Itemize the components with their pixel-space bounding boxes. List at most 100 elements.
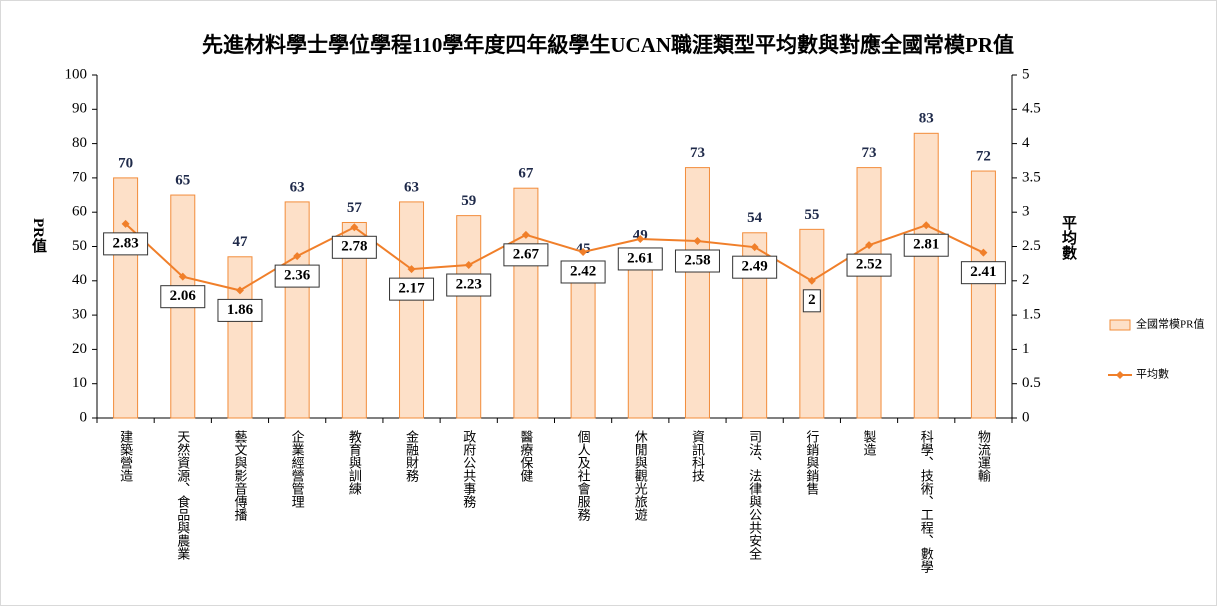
bar-value-label: 59 — [461, 193, 476, 209]
y2-tick-label: 4.5 — [1022, 101, 1041, 117]
line-marker — [750, 243, 759, 252]
line-marker — [407, 265, 416, 274]
y-tick-label: 40 — [72, 272, 87, 288]
y-tick-label: 0 — [80, 409, 88, 425]
value-label-box — [846, 253, 892, 277]
x-tick-label: 政府公共事務 — [461, 430, 476, 509]
line-value-label: 2.52 — [856, 257, 882, 273]
bar-value-label: 83 — [919, 111, 934, 127]
x-tick-label: 天然資源、食品與農業 — [175, 430, 190, 560]
line-value-label: 2.42 — [570, 263, 596, 279]
legend-marker — [1116, 371, 1124, 379]
y-tick-label: 80 — [72, 135, 87, 151]
y2-tick-label: 4 — [1022, 135, 1030, 151]
bar — [513, 187, 539, 419]
bar — [799, 228, 825, 419]
x-tick-label: 醫療保健 — [518, 430, 533, 483]
y2-tick-label: 0 — [1022, 409, 1030, 425]
line-marker — [521, 230, 530, 239]
legend-swatch — [1109, 319, 1131, 331]
bar — [970, 170, 996, 419]
bar-value-label: 65 — [175, 172, 190, 188]
y-tick-label: 30 — [72, 307, 87, 323]
bar — [227, 256, 253, 419]
line-value-label: 2.81 — [913, 237, 939, 253]
bar — [570, 263, 596, 419]
line-value-label: 2.06 — [170, 288, 197, 304]
x-tick-label: 製造 — [862, 430, 877, 457]
legend-label: 平均數 — [1136, 368, 1169, 381]
value-label-box — [160, 285, 206, 309]
line-value-label: 2.78 — [341, 239, 367, 255]
line-marker — [865, 241, 874, 250]
bar-value-label: 55 — [804, 207, 819, 223]
y2-tick-label: 2 — [1022, 272, 1030, 288]
bar — [284, 201, 310, 419]
x-tick-label: 教育與訓練 — [347, 429, 362, 495]
line-marker — [579, 247, 588, 256]
value-label-box — [960, 261, 1006, 285]
y-tick-label: 90 — [72, 101, 87, 117]
legend-label: 全國常模PR值 — [1136, 317, 1204, 331]
line-value-label: 2.83 — [112, 235, 138, 251]
y2-tick-label: 2.5 — [1022, 238, 1041, 254]
value-label-box — [903, 233, 949, 257]
y-tick-label: 10 — [72, 375, 87, 391]
value-label-box — [274, 264, 320, 288]
bar — [456, 215, 482, 419]
line-marker — [235, 286, 244, 295]
value-label-box — [503, 243, 549, 267]
line-value-label: 2.67 — [513, 246, 540, 262]
line-value-label: 2 — [808, 292, 816, 308]
line-value-label: 2.23 — [456, 276, 482, 292]
x-tick-label: 休閒與觀光旅遊 — [633, 430, 648, 522]
line-value-label: 2.58 — [684, 252, 710, 268]
y2-tick-label: 1.5 — [1022, 307, 1041, 323]
y2-axis-label: 平均數 — [1060, 215, 1077, 261]
y-tick-label: 60 — [72, 204, 87, 220]
value-label-box — [674, 249, 720, 273]
line-marker — [636, 234, 645, 243]
bar — [684, 167, 710, 419]
bar-value-label: 47 — [232, 234, 248, 250]
line-marker — [464, 261, 473, 270]
bar-value-label: 73 — [690, 145, 705, 161]
line-value-label: 2.36 — [284, 268, 311, 284]
line-marker — [693, 237, 702, 246]
y-axis-label: PR值 — [30, 218, 47, 253]
y2-tick-label: 0.5 — [1022, 375, 1041, 391]
line-value-label: 2.41 — [970, 264, 996, 280]
x-tick-label: 藝文與影音傳播 — [232, 430, 247, 521]
line-marker — [121, 219, 130, 228]
bar — [399, 201, 425, 419]
line-value-label: 2.49 — [742, 259, 768, 275]
value-label-box — [732, 255, 778, 279]
bar-value-label: 73 — [862, 145, 877, 161]
bar — [913, 132, 939, 419]
x-tick-label: 建築營造 — [118, 430, 133, 483]
line-marker — [350, 223, 359, 232]
line-value-label: 2.61 — [627, 250, 653, 266]
bar-value-label: 67 — [518, 166, 534, 182]
bar-value-label: 57 — [347, 200, 363, 216]
y2-tick-label: 1 — [1022, 341, 1030, 357]
value-label-box — [802, 289, 821, 313]
bar-value-label: 63 — [290, 179, 305, 195]
bar-value-label: 70 — [118, 155, 133, 171]
y-tick-label: 70 — [72, 169, 87, 185]
y2-tick-label: 5 — [1022, 66, 1030, 82]
chart-title: 先進材料學士學位學程110學年度四年級學生UCAN職涯類型平均數與對應全國常模P… — [202, 33, 1014, 57]
value-label-box — [446, 273, 492, 297]
y-tick-label: 50 — [72, 238, 87, 254]
x-tick-label: 企業經營管理 — [290, 429, 305, 508]
x-tick-label: 行銷與銷售 — [804, 430, 819, 495]
y-tick-label: 100 — [65, 66, 88, 82]
value-label-box — [103, 232, 149, 256]
value-label-box — [617, 247, 663, 271]
bar-value-label: 54 — [747, 210, 763, 226]
x-tick-label: 個人及社會服務 — [576, 430, 591, 522]
x-tick-label: 科學、技術、工程、數學 — [919, 430, 934, 573]
line-marker — [293, 252, 302, 261]
